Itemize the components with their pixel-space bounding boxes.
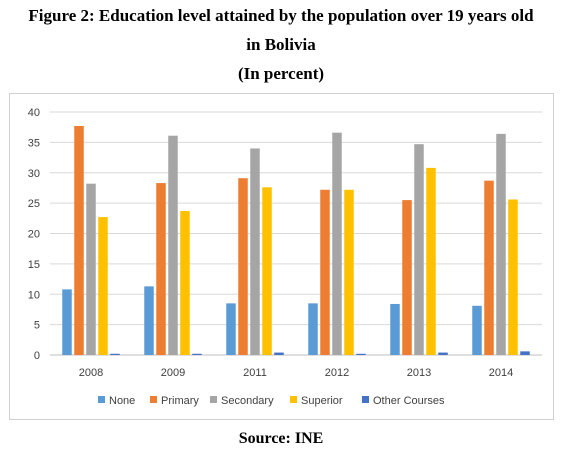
gridlines <box>50 111 542 356</box>
bar-primary <box>402 200 412 355</box>
legend-label: Superior <box>301 395 343 407</box>
x-tick-label: 2014 <box>489 367 513 379</box>
legend-label: Secondary <box>221 395 274 407</box>
bar-none <box>390 303 400 355</box>
y-tick-label: 35 <box>28 137 40 149</box>
bar-other-courses <box>438 352 448 355</box>
bar-secondary <box>414 144 424 355</box>
legend-swatch <box>290 396 297 403</box>
legend-swatch <box>210 396 217 403</box>
x-axis-ticks: 2008 2009 2011 2012 2013 2014 <box>79 367 513 379</box>
bars <box>62 125 530 355</box>
bar-other-courses <box>110 353 120 355</box>
x-tick-label: 2011 <box>243 367 267 379</box>
bar-other-courses <box>520 351 530 355</box>
figure-subtitle: (In percent) <box>237 64 325 83</box>
y-axis-ticks: 0 5 10 15 20 25 30 35 40 <box>28 107 40 362</box>
x-tick-label: 2012 <box>325 367 349 379</box>
bar-other-courses <box>356 353 366 355</box>
y-tick-label: 15 <box>28 259 40 271</box>
bar-superior <box>180 211 190 355</box>
chart-area: 0 5 10 15 20 25 30 35 40 2008 2009 2011 2012 2013 201… <box>9 93 554 420</box>
bar-superior <box>508 199 518 355</box>
bar-primary <box>74 125 84 355</box>
bar-superior <box>98 217 108 355</box>
bar-none <box>308 303 318 355</box>
bar-secondary <box>86 183 96 355</box>
y-tick-label: 5 <box>34 320 40 332</box>
bar-none <box>144 286 154 355</box>
y-tick-label: 0 <box>34 350 40 362</box>
legend-label: None <box>109 395 135 407</box>
bar-primary <box>484 180 494 355</box>
bar-other-courses <box>192 353 202 355</box>
bar-secondary <box>496 133 506 355</box>
legend-swatch <box>98 396 105 403</box>
y-tick-label: 30 <box>28 168 40 180</box>
figure-title-line-1: Figure 2: Education level attained by th… <box>28 6 534 25</box>
bar-none <box>472 305 482 355</box>
legend-swatch <box>150 396 157 403</box>
bar-primary <box>156 183 166 355</box>
source-note: Source: INE <box>238 430 324 447</box>
y-tick-label: 40 <box>28 107 40 119</box>
bar-superior <box>344 189 354 355</box>
bar-primary <box>320 189 330 355</box>
bar-none <box>62 289 72 355</box>
bar-other-courses <box>274 352 284 355</box>
x-tick-label: 2009 <box>161 367 185 379</box>
bar-secondary <box>250 148 260 355</box>
bar-none <box>226 303 236 355</box>
y-tick-label: 10 <box>28 289 40 301</box>
legend-swatch <box>362 396 369 403</box>
bar-chart: 0 5 10 15 20 25 30 35 40 2008 2009 2011 2012 2013 201… <box>28 107 542 407</box>
legend: None Primary Secondary Superior Other Course… <box>98 395 445 407</box>
bar-primary <box>238 178 248 355</box>
bar-superior <box>426 167 436 355</box>
x-tick-label: 2013 <box>407 367 431 379</box>
bar-superior <box>262 187 272 355</box>
legend-label: Other Courses <box>373 395 445 407</box>
y-tick-label: 25 <box>28 198 40 210</box>
bar-secondary <box>332 132 342 355</box>
x-tick-label: 2008 <box>79 367 103 379</box>
y-tick-label: 20 <box>28 229 40 241</box>
figure-title-line-2: in Bolivia <box>246 35 316 54</box>
bar-secondary <box>168 135 178 355</box>
legend-label: Primary <box>161 395 199 407</box>
